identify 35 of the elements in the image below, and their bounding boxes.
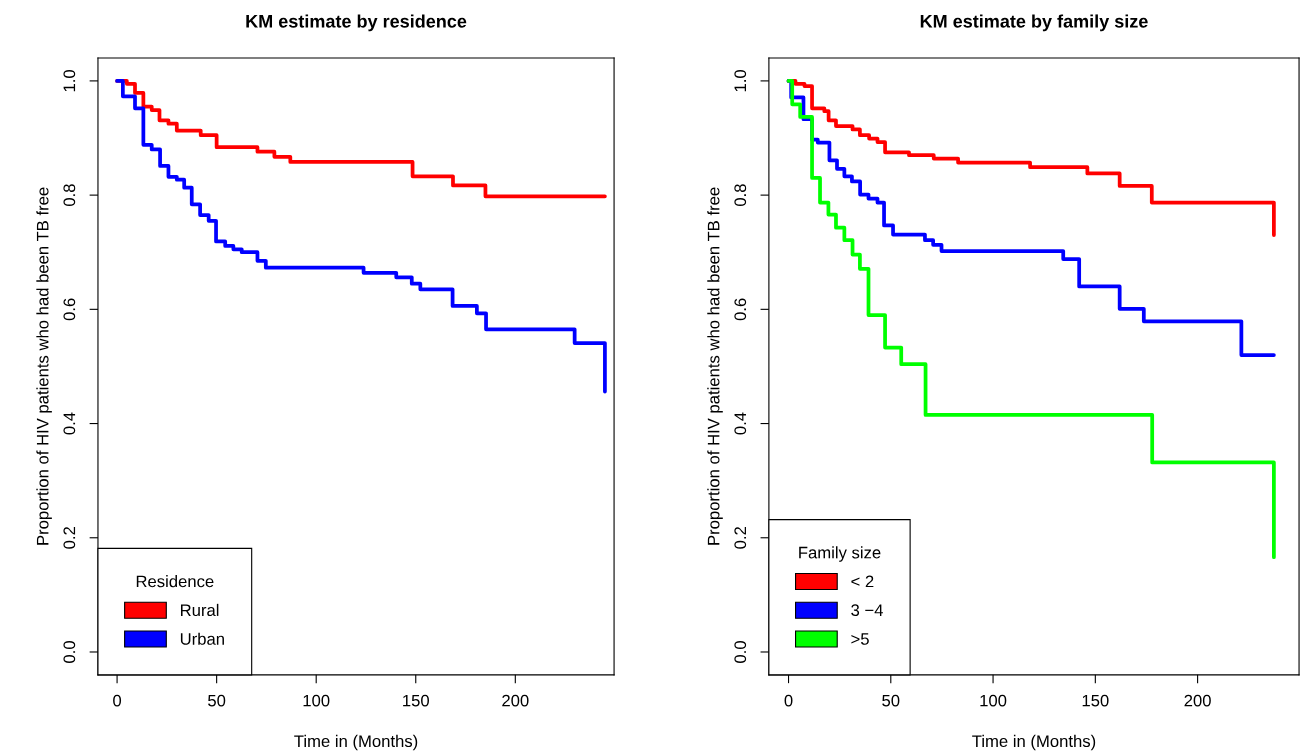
x-tick-label: 100 [303,694,330,707]
y-tick-label: 0.2 [734,527,747,549]
y-tick-label: 0.4 [63,412,76,435]
y-tick-label: 0.6 [63,298,76,321]
x-tick-label: 50 [882,694,900,707]
y-tick-label: 0.8 [63,184,76,207]
y-axis-title: Proportion of HIV patients who had been TB free [707,187,723,545]
x-tick-label: 200 [502,694,529,707]
x-tick-label: 0 [113,694,122,707]
x-tick-label: 150 [403,694,430,707]
y-tick-label: 0.2 [63,527,76,549]
legend-label: >5 [851,633,869,645]
x-tick-label: 50 [208,694,226,707]
legend-label: 3 −4 [851,604,883,617]
x-axis-title: Time in (Months) [294,734,418,751]
y-tick-label: 0.0 [63,641,76,663]
y-tick-label: 0.4 [734,412,747,435]
chart-title: KM estimate by residence [246,14,467,32]
legend-label: < 2 [851,575,874,588]
y-tick-label: 0.8 [734,184,747,207]
x-tick-label: 100 [980,694,1007,707]
x-axis-title: Time in (Months) [972,734,1096,751]
chart-title: KM estimate by family size [920,14,1148,32]
y-tick-label: 1.0 [734,69,747,92]
legend-title: Family size [799,546,881,562]
legend-label: Rural [181,603,219,617]
legend-title: Residence [136,575,214,588]
y-tick-label: 0.0 [734,641,747,663]
y-axis-title: Proportion of HIV patients who had been TB free [36,187,52,545]
x-tick-label: 200 [1184,694,1211,707]
x-tick-label: 0 [784,694,793,707]
x-tick-label: 150 [1082,694,1109,707]
y-tick-label: 1.0 [63,69,76,92]
y-tick-label: 0.6 [734,298,747,321]
legend-label: Urban [180,632,224,645]
